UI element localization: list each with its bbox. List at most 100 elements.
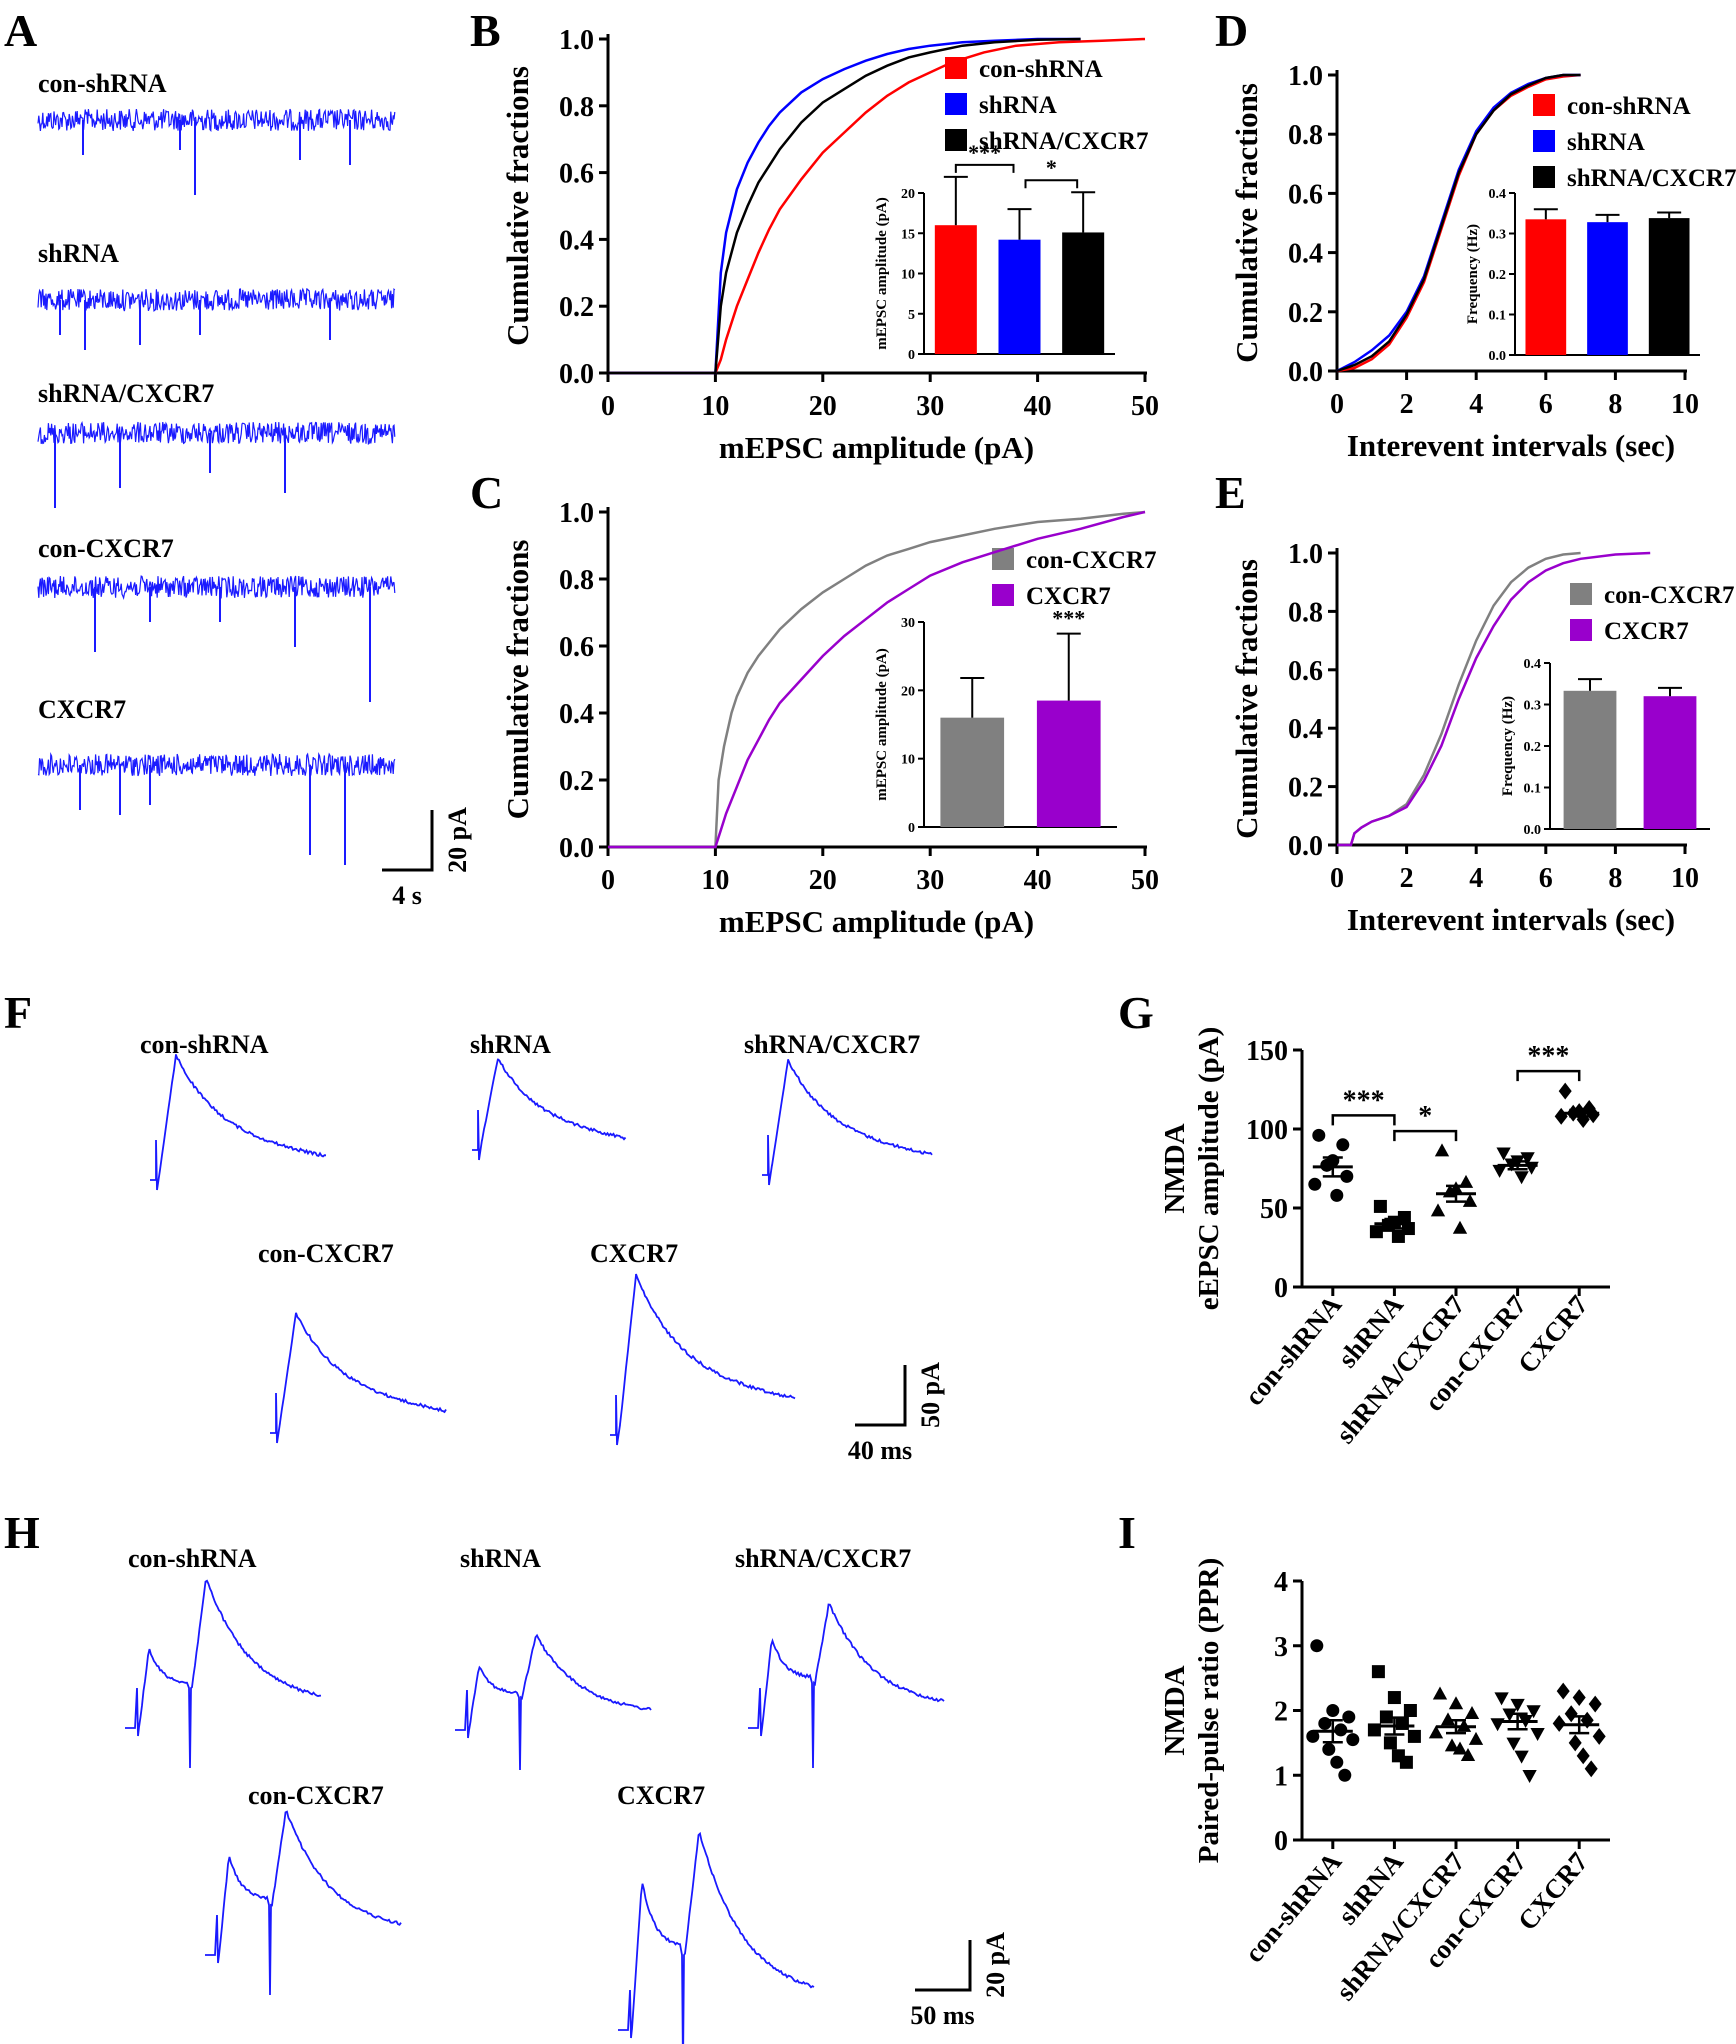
x-tick-label: 8: [1608, 863, 1622, 894]
inset-bar-con-shrna: [1525, 219, 1567, 355]
x-tick-label: 30: [916, 865, 944, 896]
y-axis-title-line2: eEPSC amplitude (pA): [1193, 1027, 1225, 1311]
data-point: [1464, 1705, 1480, 1719]
y-tick-label: 0.0: [1288, 831, 1323, 862]
inset-y-tick-label: 0.1: [1489, 309, 1507, 324]
inset-y-tick-label: 10: [901, 753, 915, 768]
data-point: [1391, 1229, 1405, 1243]
x-tick-label: 10: [701, 865, 729, 896]
x-axis-title: mEPSC amplitude (pA): [719, 430, 1034, 465]
x-tick-label: 40: [1024, 865, 1052, 896]
data-point: [1340, 1169, 1354, 1183]
evoked-trace-con-shrna: [150, 1054, 327, 1191]
series-line-cxcr7: [608, 510, 1146, 849]
inset-bar-con-shrna: [934, 225, 977, 354]
significance-label: *: [1046, 155, 1057, 180]
y-tick-label: 0.8: [559, 565, 594, 596]
raw-trace-con-cxcr7: [37, 575, 396, 601]
scale-bar: [382, 810, 434, 872]
trace-label: con-CXCR7: [258, 1239, 394, 1268]
y-tick-label: 0.0: [1288, 357, 1323, 388]
data-point: [1387, 1691, 1401, 1705]
y-axis-title: Cumulative fractions: [500, 540, 535, 820]
y-tick-label: 0.8: [1288, 120, 1323, 151]
panel-letter-a: A: [4, 5, 37, 56]
significance-bracket: [1331, 1114, 1396, 1126]
y-tick-label: 0.2: [1288, 298, 1323, 329]
y-axis-title: Cumulative fractions: [500, 66, 535, 346]
trace-label: con-shRNA: [38, 69, 167, 98]
legend-swatch: [945, 129, 967, 151]
data-point: [1440, 1712, 1456, 1726]
y-tick-label: 4: [1274, 1567, 1288, 1598]
inset-y-tick-label: 0.4: [1524, 657, 1542, 672]
data-point: [1320, 1158, 1334, 1172]
legend-swatch: [1533, 130, 1555, 152]
legend-label: con-shRNA: [979, 56, 1103, 83]
x-tick-label: 0: [1330, 389, 1344, 420]
inset-y-axis-title: mEPSC amplitude (pA): [874, 197, 890, 350]
legend-swatch: [945, 93, 967, 115]
y-tick-label: 0.2: [1288, 773, 1323, 804]
inset-bar-shrna-cxcr7: [1648, 218, 1690, 355]
raw-trace-shrna-cxcr7: [37, 420, 396, 446]
panel-letter-i: I: [1118, 1507, 1136, 1558]
significance-label: *: [1418, 1101, 1432, 1132]
evoked-trace-cxcr7: [610, 1273, 796, 1446]
panel-e-chart: 0 2 4 6 8 10 0.0 0.2 0.4 0.6 0.8 1.0 Interevent inte…: [1229, 539, 1735, 937]
legend-label: con-CXCR7: [1604, 582, 1735, 609]
y-tick-label: 100: [1246, 1115, 1288, 1146]
inset-bar-con-cxcr7: [1563, 690, 1617, 829]
trace-label: shRNA/CXCR7: [735, 1544, 911, 1573]
data-point: [1383, 1736, 1397, 1750]
legend-label: con-CXCR7: [1026, 547, 1157, 574]
paired-trace-cxcr7: [618, 1831, 815, 2044]
panel-f-traces: con-shRNA shRNA shRNA/CXCR7 con-CXCR7 CXCR7 4…: [140, 1030, 945, 1465]
data-point: [1326, 1704, 1340, 1717]
data-point: [1444, 1738, 1460, 1752]
y-tick-label: 0.4: [1288, 714, 1323, 745]
trace-label: shRNA: [38, 239, 119, 268]
raw-trace-cxcr7: [37, 751, 396, 777]
y-tick-label: 1.0: [559, 498, 594, 529]
y-tick-label: 2: [1274, 1697, 1288, 1728]
inset-y-tick-label: 5: [908, 308, 915, 323]
panel-h-traces: con-shRNA shRNA shRNA/CXCR7 con-CXCR7 CXCR7 5…: [125, 1544, 1010, 2044]
significance-bracket: [1393, 1129, 1458, 1142]
y-tick-label: 50: [1260, 1194, 1288, 1225]
y-tick-label: 1.0: [1288, 61, 1323, 92]
panel-g-chart: 0 50 100 150 NMDA eEPSC amplitude (pA) con-shR…: [1159, 1027, 1610, 1449]
series-line-shrna-cxcr7: [1336, 73, 1581, 373]
x-tick-label: 40: [1024, 391, 1052, 422]
x-tick-label: 0: [601, 391, 615, 422]
trace-label: shRNA: [460, 1544, 541, 1573]
y-tick-label: 0: [1274, 1826, 1288, 1857]
y-tick-label: 1: [1274, 1761, 1288, 1792]
scale-bar: [915, 1940, 972, 1992]
scale-bar-y-label: 20 pA: [981, 1932, 1010, 1998]
series-line-shrna: [608, 37, 1081, 375]
data-point: [1452, 1741, 1468, 1755]
data-point: [1576, 1747, 1590, 1765]
x-tick-label: 0: [1330, 863, 1344, 894]
data-point: [1397, 1210, 1411, 1224]
y-tick-label: 0.0: [559, 833, 594, 864]
paired-trace-shrna-cxcr7: [748, 1603, 945, 1769]
data-point: [1564, 1705, 1578, 1723]
y-tick-label: 0.4: [559, 699, 594, 730]
evoked-trace-shrna: [472, 1058, 627, 1161]
legend-label: shRNA/CXCR7: [979, 128, 1148, 155]
y-tick-label: 0: [1274, 1273, 1288, 1304]
y-tick-label: 0.2: [559, 292, 594, 323]
data-point: [1336, 1138, 1350, 1152]
data-point: [1592, 1727, 1606, 1745]
series-line-con-cxcr7: [608, 510, 1146, 849]
y-axis-title-line1: NMDA: [1159, 1123, 1191, 1213]
scale-bar-y-label: 50 pA: [916, 1362, 945, 1428]
evoked-trace-con-cxcr7: [270, 1312, 447, 1444]
inset-y-tick-label: 0.4: [1489, 187, 1507, 202]
data-point: [1452, 1220, 1468, 1234]
